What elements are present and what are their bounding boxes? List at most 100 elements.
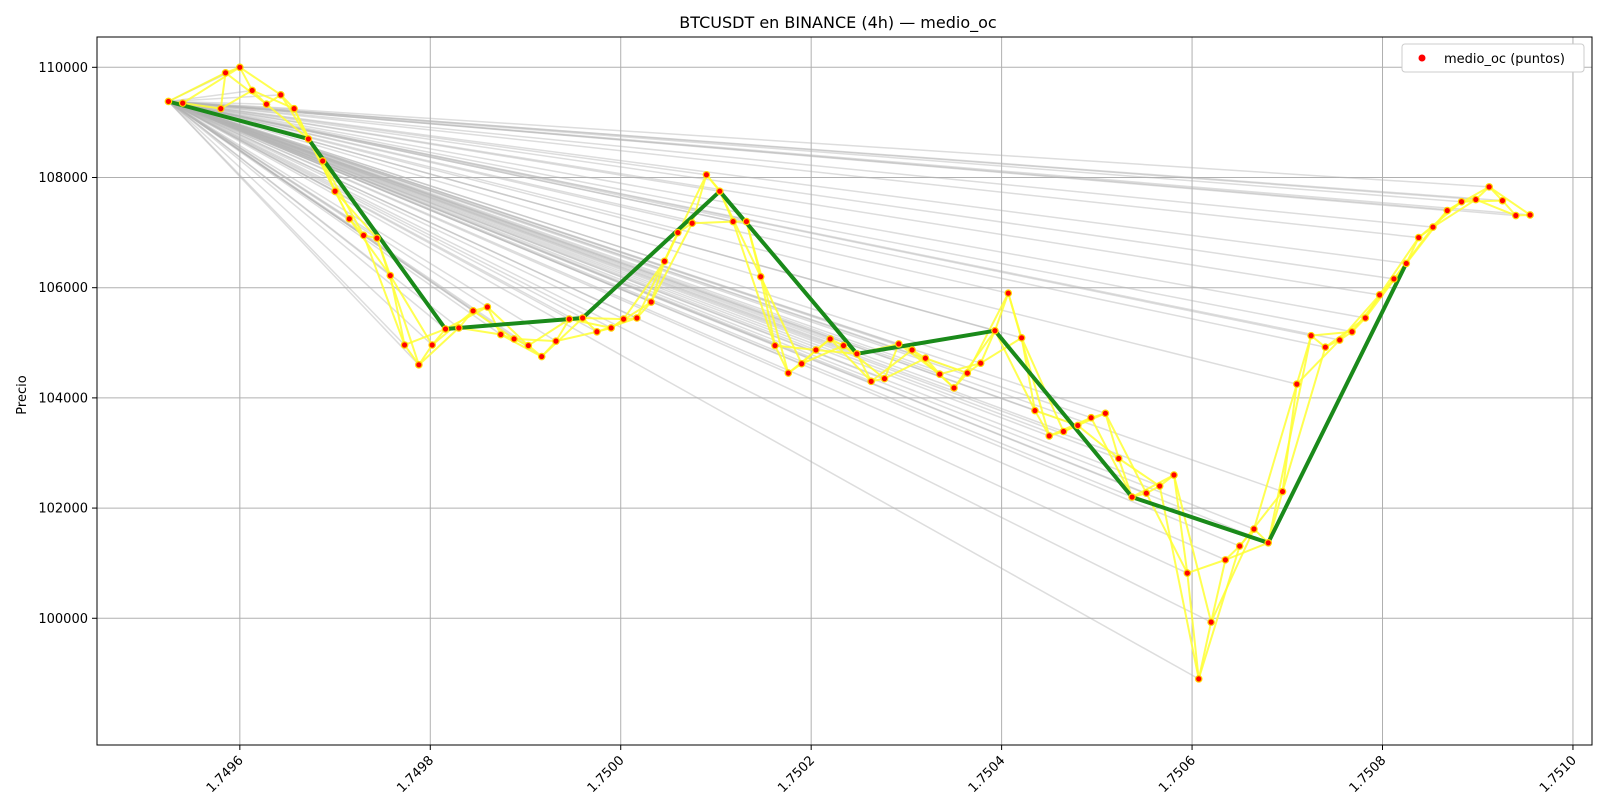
data-point [1207, 618, 1215, 626]
data-point [1155, 482, 1164, 490]
connector-line [168, 100, 1366, 319]
connector-line [168, 100, 789, 374]
data-point [1221, 556, 1230, 564]
path-segment [1090, 417, 1133, 498]
connector-line [168, 100, 488, 308]
connector-line [168, 100, 872, 383]
data-point [1031, 406, 1039, 415]
path-segment [555, 330, 598, 343]
connector-line [168, 100, 940, 375]
path-segment [1210, 528, 1255, 623]
connector-line [168, 100, 747, 223]
path-segment [582, 316, 624, 321]
data-point [524, 341, 533, 350]
data-point [455, 324, 463, 332]
path-segment [555, 318, 571, 342]
connector-line [168, 100, 1106, 415]
path-segment [219, 72, 227, 109]
connector-line [168, 100, 858, 355]
connector-line [168, 100, 1503, 202]
data-point [812, 346, 820, 354]
data-point [853, 350, 861, 358]
connector-line [168, 100, 336, 192]
x-tick-label: 1.7504 [966, 753, 1009, 796]
data-point [702, 170, 711, 179]
path-segment [334, 190, 351, 220]
path-segment [418, 327, 460, 366]
data-point [178, 99, 187, 107]
connector-line [167, 100, 515, 340]
path-segment [994, 292, 1010, 332]
connector-line [168, 100, 1283, 493]
path-segment [815, 348, 857, 355]
path-segment [1118, 457, 1161, 487]
connector-line [168, 100, 1340, 341]
data-point [1429, 223, 1437, 231]
path-segment [265, 103, 310, 140]
path-segment [759, 276, 776, 346]
data-point [1235, 542, 1244, 550]
connector-line [168, 100, 761, 278]
path-segment [403, 344, 420, 366]
path-segment [979, 330, 996, 364]
connector-line [168, 100, 844, 347]
connector-line [167, 100, 406, 346]
connector-line [168, 100, 323, 162]
connector-line [167, 100, 460, 329]
connector-line [168, 100, 926, 359]
plot-frame [96, 36, 1593, 746]
connector-line [168, 100, 981, 364]
legend-marker [1418, 54, 1426, 62]
path-segment [732, 221, 776, 346]
data-point [797, 359, 806, 368]
connector-line [168, 100, 693, 224]
connector-line [168, 100, 734, 223]
data-point [674, 228, 682, 237]
path-segment [1077, 424, 1120, 460]
data-point [1414, 233, 1423, 242]
data-point [935, 370, 944, 378]
connector-line [168, 100, 350, 220]
data-point [688, 219, 696, 228]
data-point [1004, 289, 1013, 298]
path-segment [1172, 474, 1189, 574]
connector-line [168, 100, 612, 329]
path-segment [293, 108, 310, 140]
data-point [867, 377, 875, 386]
data-point [318, 157, 327, 165]
data-point [236, 63, 244, 72]
path-segment [389, 275, 434, 346]
x-tick-label: 1.7498 [394, 753, 437, 796]
path-segment [348, 218, 392, 277]
data-point [1512, 211, 1520, 220]
connector-line [168, 100, 1240, 547]
legend-box [1401, 43, 1585, 73]
data-point [216, 104, 225, 113]
connector-line [168, 100, 802, 365]
path-segment [774, 345, 790, 374]
path-segment [1296, 339, 1341, 385]
path-segment [1210, 559, 1227, 623]
data-point [908, 346, 916, 354]
path-segment [883, 343, 900, 379]
connector-line [168, 100, 1120, 460]
data-point [1526, 211, 1534, 219]
data-point [496, 330, 505, 339]
data-point [1073, 421, 1082, 430]
connector-line [168, 100, 1462, 203]
connector-line [168, 100, 720, 193]
data-point [715, 187, 724, 196]
path-segment [569, 318, 612, 329]
path-segment [1034, 410, 1051, 437]
path-segment [1432, 198, 1477, 228]
data-point [1101, 409, 1110, 418]
connector-line [168, 100, 583, 319]
data-point [373, 234, 381, 242]
connector-line [168, 100, 1092, 419]
path-segment [650, 260, 666, 303]
gridlines [97, 37, 1592, 745]
path-segment [1117, 458, 1134, 498]
connector-line [168, 100, 638, 319]
path-segment [1475, 198, 1517, 217]
data-point [1278, 487, 1287, 496]
